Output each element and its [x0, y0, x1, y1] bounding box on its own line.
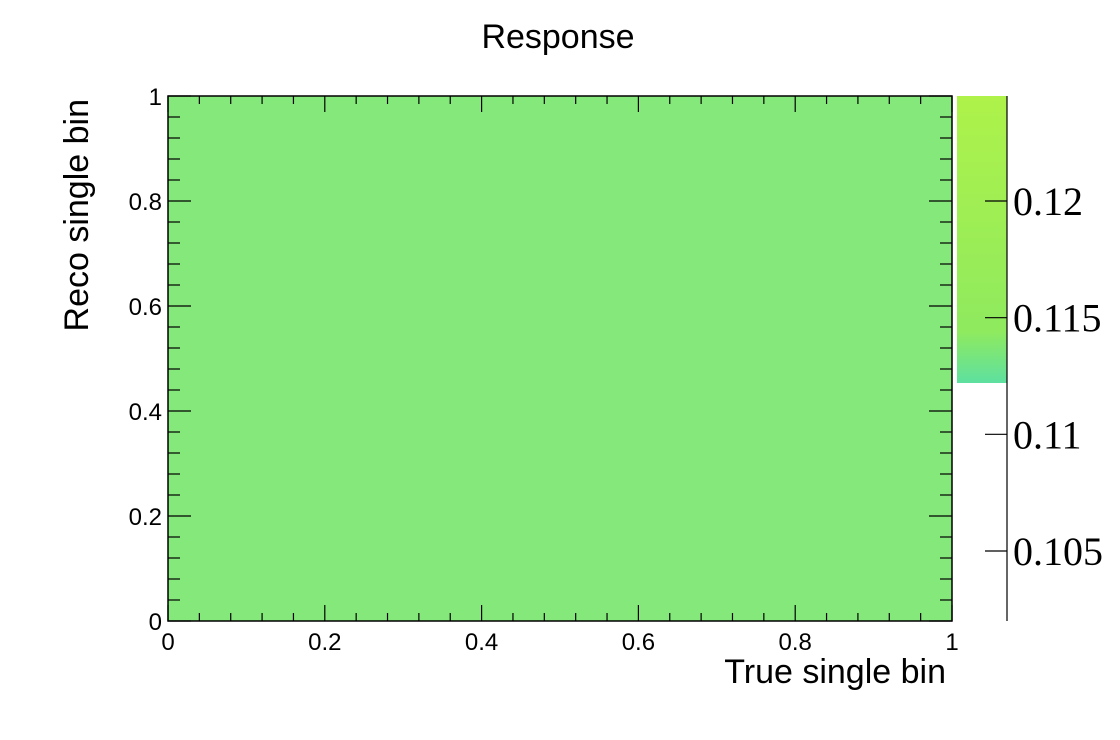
y-axis-label: Reco single bin — [58, 99, 96, 331]
palette-fill — [957, 96, 1007, 383]
palette-tick-label: 0.12 — [1013, 179, 1083, 224]
color-palette: 0.105 0.11 0.115 0.12 — [957, 96, 1103, 621]
x-axis: 0 0.2 0.4 0.6 0.8 1 — [161, 96, 959, 656]
y-tick-label: 0 — [149, 609, 162, 636]
chart-title: Response — [481, 18, 634, 56]
y-tick-label: 0.4 — [129, 399, 162, 426]
plot-area — [167, 95, 953, 622]
y-axis: 0 0.2 0.4 0.6 0.8 1 — [129, 84, 952, 636]
x-axis-label: True single bin — [724, 653, 946, 691]
x-tick-label: 0 — [161, 629, 174, 656]
y-tick-label: 0.8 — [129, 189, 162, 216]
plot-frame — [167, 95, 953, 622]
x-tick-label: 0.6 — [622, 629, 655, 656]
palette-tick-label: 0.11 — [1013, 412, 1082, 457]
x-tick-label: 0.2 — [308, 629, 341, 656]
palette-tick-label: 0.115 — [1013, 296, 1102, 341]
x-tick-label: 0.4 — [465, 629, 498, 656]
x-tick-label: 1 — [945, 629, 958, 656]
heatmap-cell — [168, 96, 952, 621]
palette-tick-label: 0.105 — [1013, 529, 1103, 574]
x-tick-label: 0.8 — [779, 629, 812, 656]
y-tick-label: 0.2 — [129, 504, 162, 531]
y-tick-label: 0.6 — [129, 294, 162, 321]
y-tick-label: 1 — [149, 84, 162, 111]
